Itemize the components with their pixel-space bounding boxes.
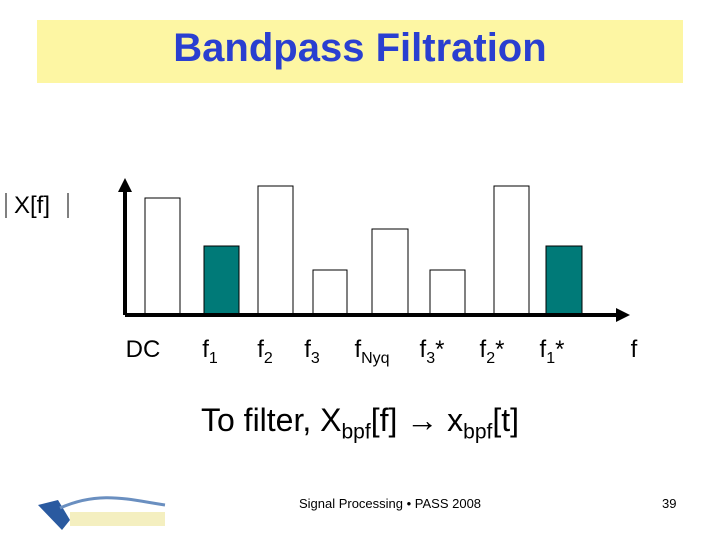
footer-text: Signal Processing • PASS 2008	[298, 496, 482, 511]
x-label-base: f	[354, 336, 362, 363]
x-label-base: f	[304, 336, 311, 363]
x-arrow	[616, 308, 630, 322]
y-label: X[f]	[14, 192, 51, 219]
bar	[257, 185, 294, 316]
x-label-base: f	[419, 336, 427, 363]
x-label-sub: 3	[310, 350, 320, 367]
x-label-sub: 1	[546, 350, 556, 367]
x-label: f1	[202, 336, 218, 368]
bar	[203, 245, 240, 316]
x-label-base: DC	[125, 336, 161, 363]
x-label-star: *	[495, 336, 505, 363]
bar	[545, 245, 583, 316]
x-label-sub: 3	[426, 350, 436, 367]
page-number: 39	[662, 496, 677, 511]
x-label-base: f	[539, 336, 547, 363]
x-label-base: f	[479, 336, 487, 363]
x-label-base: f	[257, 336, 264, 363]
bar	[144, 197, 181, 316]
bar	[493, 185, 530, 316]
title-band	[37, 20, 683, 83]
x-label-sub: 2	[263, 350, 273, 367]
caption-text: To filter, X	[200, 402, 342, 438]
x-label: f1*	[540, 336, 565, 368]
x-label: DC	[126, 336, 161, 364]
bar	[371, 228, 409, 316]
bars	[144, 185, 583, 316]
y-arrow	[118, 178, 132, 192]
caption-sub: bpf	[463, 420, 493, 444]
x-label-sub: 1	[208, 350, 218, 367]
x-label-star: *	[555, 336, 565, 363]
logo	[38, 496, 166, 530]
bar	[429, 269, 466, 316]
caption-text: [f] → x	[370, 402, 464, 438]
caption-sub: bpf	[341, 420, 371, 444]
x-label: fNyq	[354, 336, 389, 368]
x-label-base: f	[630, 336, 638, 363]
x-label: f2*	[480, 336, 505, 368]
caption-text: [t]	[492, 402, 520, 438]
x-label-sub: Nyq	[361, 350, 390, 367]
x-label: f3	[304, 336, 320, 368]
title: Bandpass Filtration	[173, 26, 547, 70]
caption: To filter, Xbpf[f] → xbpf[t]	[0, 402, 720, 444]
bar	[312, 269, 348, 316]
x-label: f	[631, 336, 638, 364]
x-label-sub: 2	[486, 350, 496, 367]
x-label: f3*	[420, 336, 445, 368]
x-label: f2	[257, 336, 273, 368]
x-label-star: *	[435, 336, 445, 363]
x-label-base: f	[202, 336, 209, 363]
